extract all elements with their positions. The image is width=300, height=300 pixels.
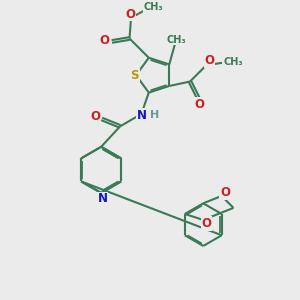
Text: O: O [90,110,100,122]
Text: O: O [125,8,135,21]
Text: CH₃: CH₃ [223,57,243,67]
Text: O: O [202,217,212,230]
Text: O: O [194,98,205,111]
Text: CH₃: CH₃ [167,34,187,44]
Text: S: S [130,69,139,82]
Text: CH₃: CH₃ [144,2,164,12]
Text: H: H [150,110,159,120]
Text: N: N [98,192,108,206]
Text: O: O [220,186,230,199]
Text: O: O [99,34,110,47]
Text: O: O [204,54,214,67]
Text: N: N [137,109,147,122]
